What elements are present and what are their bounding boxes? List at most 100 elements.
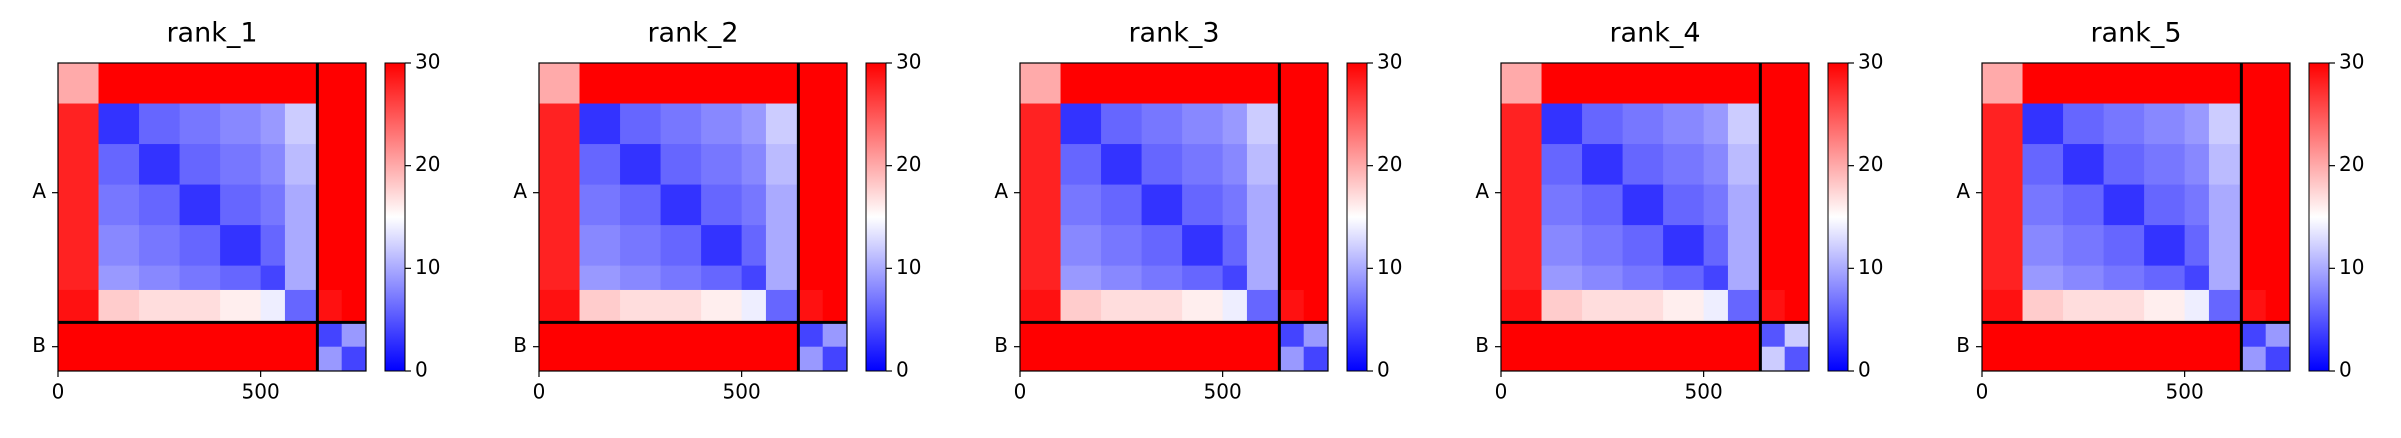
heat-cell (2241, 289, 2267, 323)
heat-cell (1501, 346, 1543, 372)
heat-cell (765, 103, 799, 145)
heat-cell (139, 103, 181, 145)
heat-cell (822, 322, 848, 348)
heat-cell (2265, 322, 2291, 348)
heat-cell (1982, 322, 2024, 348)
heat-cell (2265, 265, 2291, 291)
colorbar-tick-label: 20 (1858, 152, 1883, 176)
heat-cell (1727, 63, 1761, 105)
heat-cell (1541, 346, 1583, 372)
heat-cell (765, 322, 799, 348)
heat-cell (1060, 225, 1102, 267)
heat-cell (98, 265, 140, 291)
heat-cell (2208, 346, 2242, 372)
x-tick-label: 500 (1204, 380, 1242, 404)
heat-cell (1703, 63, 1729, 105)
heat-cell (1020, 184, 1062, 226)
heat-cell (2208, 144, 2242, 186)
heat-cell (2063, 322, 2105, 348)
heat-cell (620, 63, 662, 105)
heat-cell (284, 225, 318, 267)
heat-cell (1020, 103, 1062, 145)
heat-cell (2184, 265, 2210, 291)
heat-cell (260, 346, 286, 372)
heat-cell (2144, 103, 2186, 145)
heat-cell (260, 225, 286, 267)
colorbar-tick-label: 30 (1377, 50, 1402, 74)
heat-cell (2144, 289, 2186, 323)
heat-cell (1060, 63, 1102, 105)
heat-cell (1182, 289, 1224, 323)
heat-cell (1582, 265, 1624, 291)
heat-cell (179, 184, 221, 226)
heat-cell (1246, 289, 1280, 323)
colorbar-tick-label: 20 (1377, 152, 1402, 176)
heat-cell (1622, 322, 1664, 348)
heat-cell (1101, 103, 1143, 145)
x-tick-label: 500 (723, 380, 761, 404)
heat-cell (220, 322, 262, 348)
plot-frame (1019, 62, 1329, 372)
heat-cell (2022, 184, 2064, 226)
heat-cell (539, 289, 581, 323)
heat-cell (660, 346, 702, 372)
heat-cell (1279, 225, 1305, 267)
x-tick-label: 0 (533, 380, 546, 404)
heat-cell (1141, 289, 1183, 323)
heat-cell (741, 322, 767, 348)
heat-cell (2144, 265, 2186, 291)
heat-cell (2103, 225, 2145, 267)
heat-cell (284, 184, 318, 226)
colorbar-tick-label: 10 (1377, 255, 1402, 279)
heat-cell (2144, 184, 2186, 226)
heat-cell (341, 322, 367, 348)
heat-cell (741, 63, 767, 105)
heat-cell (179, 144, 221, 186)
heat-cell (220, 289, 262, 323)
heat-cell (2063, 144, 2105, 186)
heat-cell (798, 63, 824, 105)
heat-cell (1182, 225, 1224, 267)
heat-cell (2241, 346, 2267, 372)
heat-cell (1303, 144, 1329, 186)
heat-cell (2241, 225, 2267, 267)
heat-cell (1784, 289, 1810, 323)
heat-cell (660, 184, 702, 226)
heat-cell (2208, 322, 2242, 348)
y-tick-label: A (513, 179, 527, 203)
heat-cell (701, 346, 743, 372)
heat-cell (2184, 63, 2210, 105)
heat-cell (1541, 103, 1583, 145)
heat-cell (260, 265, 286, 291)
heat-cell (741, 289, 767, 323)
heat-cell (1303, 346, 1329, 372)
heat-cell (1141, 103, 1183, 145)
x-tick-label: 500 (242, 380, 280, 404)
heat-cell (58, 322, 100, 348)
heat-cell (260, 184, 286, 226)
heat-cell (2103, 346, 2145, 372)
heat-cell (1222, 346, 1248, 372)
heat-cell (1501, 184, 1543, 226)
heat-cell (341, 265, 367, 291)
heat-cell (1727, 346, 1761, 372)
heat-cell (539, 144, 581, 186)
heat-cell (1501, 103, 1543, 145)
heat-cell (1020, 265, 1062, 291)
heat-cell (179, 322, 221, 348)
heat-cell (1141, 184, 1183, 226)
heat-cell (1760, 103, 1786, 145)
heat-cell (1060, 103, 1102, 145)
heat-cell (1663, 322, 1705, 348)
heat-cell (1501, 225, 1543, 267)
heat-cell (2103, 103, 2145, 145)
heat-cell (1541, 184, 1583, 226)
heat-cell (620, 184, 662, 226)
heat-cell (2184, 103, 2210, 145)
heat-cell (1663, 289, 1705, 323)
x-tick-label: 500 (1685, 380, 1723, 404)
heat-cell (220, 265, 262, 291)
heat-cell (1982, 184, 2024, 226)
heat-cell (1622, 184, 1664, 226)
heat-cell (58, 103, 100, 145)
